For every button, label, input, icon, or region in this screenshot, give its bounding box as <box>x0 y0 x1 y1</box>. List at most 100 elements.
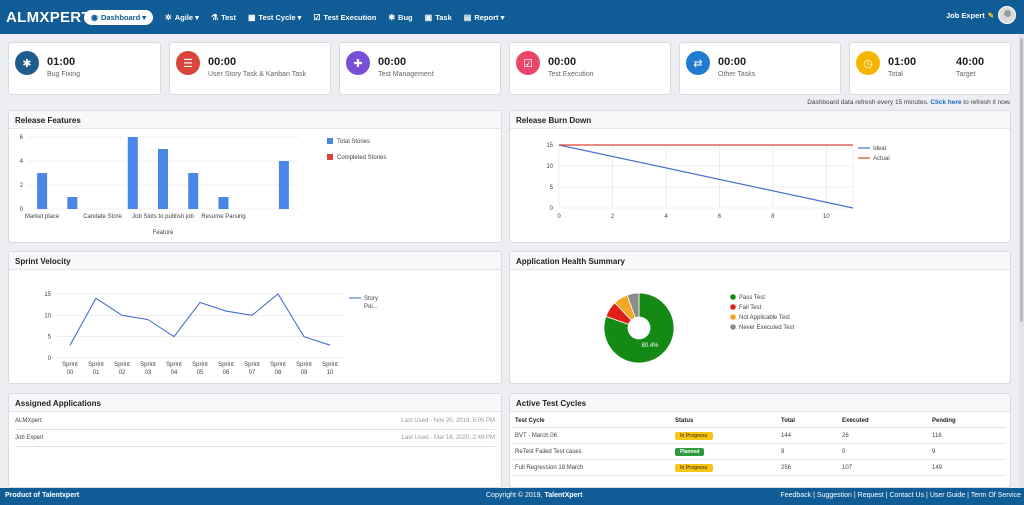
nav-report[interactable]: ▤ Report ▾ <box>464 13 505 22</box>
footer-copyright: Copyright © 2019, TalentXpert <box>486 492 582 499</box>
x-tick-label: Sprint 07 <box>244 362 260 376</box>
nav-dashboard-label: Dashboard <box>100 12 141 22</box>
nav-test-execution-label: Test Execution <box>323 12 377 22</box>
user-name: Job Expert <box>945 10 985 20</box>
nav-task[interactable]: ▣ Task <box>425 13 452 22</box>
list-item[interactable]: ALMXpert Last Used - Nov 20, 2019, 5:05 … <box>15 414 495 430</box>
legend-swatch <box>730 324 736 330</box>
pie-slice <box>626 292 640 319</box>
footer-product: Product of Talentxpert <box>5 492 80 499</box>
y-tick-label: 5 <box>550 185 554 191</box>
footer-link-terms[interactable]: Term Of Service <box>970 492 1021 499</box>
panel-title: Application Health Summary <box>510 252 1010 270</box>
bug-icon: ✱ <box>15 51 39 75</box>
last-used: Last Used - Nov 20, 2019, 5:05 PM <box>401 418 495 424</box>
y-tick-label: 4 <box>20 159 24 165</box>
user-menu[interactable]: Job Expert ✎ <box>946 6 1016 24</box>
col-header: Pending <box>929 415 1006 428</box>
nav-test-cycle[interactable]: ▦ Test Cycle ▾ <box>248 13 301 22</box>
report-icon: ▤ <box>463 12 472 22</box>
bar <box>158 149 168 209</box>
chevron-down-icon: ▾ <box>297 12 302 22</box>
stat-card-test-management: ✚ 00:00 Test Management <box>339 42 501 95</box>
task-icon: ▣ <box>424 12 433 22</box>
legend-swatch <box>327 154 333 160</box>
table-row[interactable]: BVT - March 06 In Progress 144 26 118 <box>512 427 1006 444</box>
stat-card-test-execution: ☑ 00:00 Test Execution <box>509 42 671 95</box>
clock-icon: ◷ <box>856 51 880 75</box>
nav-task-label: Task <box>435 12 452 22</box>
col-header: Executed <box>839 415 929 428</box>
stat-label: Bug Fixing <box>47 71 81 78</box>
table-row[interactable]: Full Regression 18 March In Progress 256… <box>512 459 1006 476</box>
stat-value: 00:00 <box>208 56 237 68</box>
list-icon: ☰ <box>176 51 200 75</box>
x-axis-label: Feature <box>153 230 174 236</box>
x-tick-label: Sprint 05 <box>192 362 208 376</box>
bar <box>218 197 229 209</box>
col-header: Status <box>672 415 778 428</box>
stat-card-other-tasks: ⇄ 00:00 Other Tasks <box>679 42 841 95</box>
nav-dashboard[interactable]: ◉ Dashboard ▾ <box>84 9 154 25</box>
nav-bug-label: Bug <box>398 12 413 22</box>
flask-icon: ⚗ <box>210 12 219 22</box>
x-tick-label: Sprint 04 <box>166 362 182 376</box>
checkbox-icon: ☑ <box>516 51 540 75</box>
panel-title: Assigned Applications <box>9 394 501 412</box>
slice-label: 80.4% <box>641 343 659 349</box>
x-tick-label: Sprint 08 <box>270 362 286 376</box>
page-scrollbar[interactable] <box>1019 34 1024 488</box>
footer-link-contact[interactable]: Contact Us <box>889 492 925 499</box>
nav-agile[interactable]: ✲ Agile ▾ <box>165 13 199 22</box>
footer: Product of Talentxpert Copyright © 2019,… <box>0 488 1024 505</box>
top-navigation-bar: ALMXPERT ◉ Dashboard ▾ ✲ Agile ▾ ⚗ Test ▦ Te… <box>0 0 1024 34</box>
x-tick-label: Sprint 09 <box>296 362 312 376</box>
bar <box>37 173 48 209</box>
nav-bug[interactable]: ✱ Bug <box>388 13 412 22</box>
footer-link-user-guide[interactable]: User Guide <box>929 492 966 499</box>
legend-label: Actual <box>873 156 890 162</box>
avatar[interactable] <box>998 6 1016 24</box>
list-item[interactable]: Job Expert Last Used - Mar 18, 2020, 2:4… <box>15 431 495 447</box>
gear-icon: ✲ <box>165 12 172 22</box>
pencil-icon[interactable]: ✎ <box>987 10 994 20</box>
cycle-name: BVT - March 06 <box>512 427 672 444</box>
x-tick-label: 10 <box>823 214 830 220</box>
stat-label-target: Target <box>956 71 976 78</box>
stat-value-target: 40:00 <box>956 56 985 68</box>
legend-swatch <box>730 314 736 320</box>
cycle-pending: 149 <box>929 459 1006 476</box>
x-tick-label: Market place <box>25 214 60 220</box>
app-logo[interactable]: ALMXPERT <box>6 8 91 26</box>
bar <box>67 197 78 209</box>
footer-link-request[interactable]: Request <box>857 492 884 499</box>
scrollbar-thumb[interactable] <box>1020 38 1023 322</box>
test-cycles-table: Test Cycle Status Total Executed Pending… <box>512 415 1006 476</box>
panel-title: Active Test Cycles <box>510 394 1010 412</box>
footer-link-feedback[interactable]: Feedback <box>780 492 812 499</box>
refresh-note: Dashboard data refresh every 15 minutes.… <box>807 99 1011 106</box>
refresh-link[interactable]: Click here <box>930 99 962 106</box>
nav-test[interactable]: ⚗ Test <box>211 13 236 22</box>
application-name: ALMXpert <box>15 418 42 424</box>
bar <box>188 173 199 209</box>
table-row[interactable]: ReTest Failed Test cases Planned 9 0 9 <box>512 443 1006 460</box>
y-tick-label: 0 <box>20 207 24 213</box>
x-tick-label: Sprint 03 <box>140 362 156 376</box>
x-tick-label: Candate Store <box>83 214 122 220</box>
y-tick-label: 15 <box>44 292 51 298</box>
release-features-chart: 0 2 4 6 Market place Candate Store Job Slots t… <box>20 135 387 236</box>
main-nav: ◉ Dashboard ▾ ✲ Agile ▾ ⚗ Test ▦ Test Cycle … <box>84 9 516 25</box>
footer-link-suggestion[interactable]: Suggestion <box>816 492 852 499</box>
nav-agile-label: Agile <box>174 12 194 22</box>
plus-icon: ✚ <box>346 51 370 75</box>
panel-title: Release Burn Down <box>510 111 1010 129</box>
legend-label: Not Applicable Test <box>739 315 790 321</box>
nav-test-execution[interactable]: ☑ Test Execution <box>313 13 376 22</box>
cycle-executed: 0 <box>839 443 929 460</box>
stat-value: 01:00 <box>47 56 76 68</box>
cycle-total: 256 <box>778 459 839 476</box>
burn-down-panel: Release Burn Down 0 5 10 15 0 2 4 6 8 10 Ideal Actu… <box>509 110 1011 243</box>
release-features-panel: Release Features 0 2 4 6 Market place Candate… <box>8 110 502 243</box>
legend-label: Story Poi... <box>364 296 378 310</box>
